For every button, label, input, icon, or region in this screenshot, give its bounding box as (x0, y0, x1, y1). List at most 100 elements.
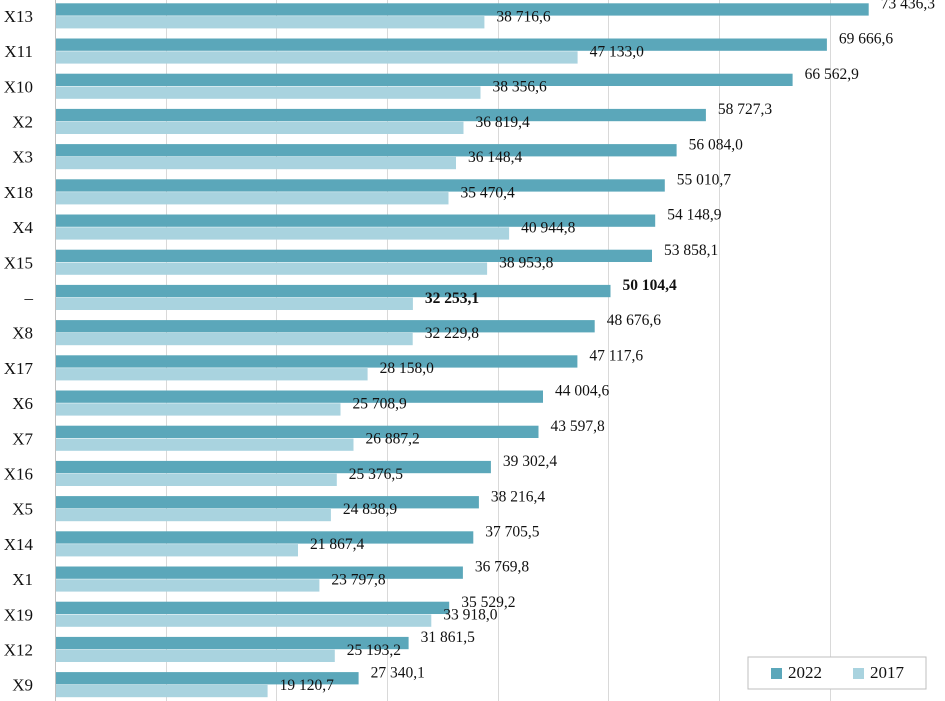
bar-2022 (56, 108, 706, 122)
bar-2022 (56, 284, 611, 298)
data-label-2022: 53 858,1 (664, 242, 718, 259)
bar-2022 (56, 672, 359, 685)
data-label-2022: 73 436,3 (881, 0, 936, 13)
data-label-2017: 21 867,4 (310, 536, 365, 553)
category-label: X7 (12, 429, 33, 448)
bar-2022 (56, 73, 793, 86)
bar-2022 (56, 636, 409, 650)
category-label: X9 (12, 676, 33, 695)
category-label: X1 (12, 570, 33, 589)
category-label: X4 (12, 218, 33, 237)
legend-swatch-2017 (853, 668, 864, 679)
legend-label-2022: 2022 (788, 663, 822, 682)
legend-swatch-2022 (771, 668, 782, 679)
bar-2022 (56, 566, 463, 579)
bar-2017 (56, 508, 331, 522)
data-label-2017: 36 148,4 (468, 149, 523, 166)
bar-2017 (56, 156, 456, 170)
category-label: X12 (4, 640, 33, 659)
bar-2017 (56, 438, 354, 451)
bar-2022 (56, 496, 479, 509)
bar-2017 (56, 192, 449, 205)
bar-2017 (56, 684, 268, 698)
bar-2022 (56, 249, 652, 262)
bar-2017 (56, 86, 481, 99)
data-label-2017: 26 887,2 (366, 431, 420, 448)
category-label: X10 (4, 77, 33, 96)
data-label-2017: 25 708,9 (353, 395, 408, 412)
data-label-2022: 38 216,4 (491, 488, 546, 505)
data-label-2017: 28 158,0 (380, 360, 435, 377)
bar-2017 (56, 614, 432, 627)
category-label: X15 (4, 253, 33, 272)
category-label: X5 (12, 500, 33, 519)
data-label-2022: 54 148,9 (667, 207, 722, 224)
category-label: X19 (4, 605, 33, 624)
data-label-2022: 47 117,6 (589, 347, 643, 364)
bar-2017 (56, 227, 510, 240)
bar-2017 (56, 544, 298, 557)
bar-layer (56, 3, 869, 698)
data-label-2017: 24 838,9 (343, 501, 398, 518)
bar-2017 (56, 297, 413, 310)
data-label-2017: 40 944,8 (521, 220, 576, 237)
data-label-2017: 25 376,5 (349, 466, 404, 483)
category-label: X8 (12, 324, 33, 343)
bar-2022 (56, 425, 539, 438)
data-label-2022: 35 529,2 (461, 594, 515, 611)
bar-2022 (56, 355, 578, 368)
category-label: X18 (4, 183, 33, 202)
data-label-2022: 56 084,0 (689, 136, 744, 153)
bar-2022 (56, 460, 491, 474)
data-label-2017: 25 193,2 (347, 642, 401, 659)
data-label-2017: 32 229,8 (425, 325, 480, 342)
data-label-2017: 38 953,8 (499, 255, 553, 272)
data-label-2022: 50 104,4 (623, 277, 678, 294)
data-label-2022: 37 705,5 (485, 523, 540, 540)
bar-2017 (56, 579, 320, 592)
label-layer: X13 73 436,3 38 716,6 X11 69 666,6 47 133,0 X1… (4, 0, 935, 695)
bar-2022 (56, 320, 595, 333)
data-label-2022: 43 597,8 (551, 418, 606, 435)
category-label: X14 (4, 535, 34, 554)
data-label-2022: 39 302,4 (503, 453, 558, 470)
data-label-2022: 48 676,6 (607, 312, 662, 329)
category-label: X16 (4, 464, 33, 483)
bar-2017 (56, 332, 413, 346)
data-label-2017: 19 120,7 (280, 677, 335, 694)
data-label-2017: 47 133,0 (590, 43, 645, 60)
bar-2022 (56, 179, 665, 192)
bar-2022 (56, 144, 677, 157)
category-label: X3 (12, 148, 33, 167)
data-label-2017: 32 253,1 (425, 290, 479, 307)
category-label: X17 (4, 359, 34, 378)
bar-2022 (56, 601, 450, 614)
bar-2022 (56, 531, 474, 544)
bar-2017 (56, 649, 335, 662)
data-label-2017: 38 356,6 (493, 79, 548, 96)
bar-2017 (56, 368, 368, 381)
category-label: X13 (4, 7, 33, 26)
bar-2022 (56, 38, 827, 51)
data-label-2022: 69 666,6 (839, 31, 894, 48)
bar-2017 (56, 403, 341, 416)
legend-label-2017: 2017 (870, 663, 905, 682)
bar-2022 (56, 214, 656, 227)
grid-layer (55, 0, 831, 701)
bar-2017 (56, 51, 578, 64)
data-label-2022: 44 004,6 (555, 383, 610, 400)
category-label: – (24, 288, 34, 307)
data-label-2017: 38 716,6 (496, 8, 551, 25)
category-label: X2 (12, 113, 33, 132)
legend: 2022 2017 (747, 656, 927, 690)
data-label-2017: 35 470,4 (461, 184, 516, 201)
bar-2022 (56, 3, 869, 16)
data-label-2022: 36 769,8 (475, 559, 530, 576)
bar-2022 (56, 390, 543, 403)
data-label-2022: 66 562,9 (805, 66, 860, 83)
data-label-2017: 23 797,8 (331, 571, 386, 588)
bar-2017 (56, 121, 464, 134)
category-label: X6 (12, 394, 33, 413)
category-label: X11 (4, 42, 33, 61)
